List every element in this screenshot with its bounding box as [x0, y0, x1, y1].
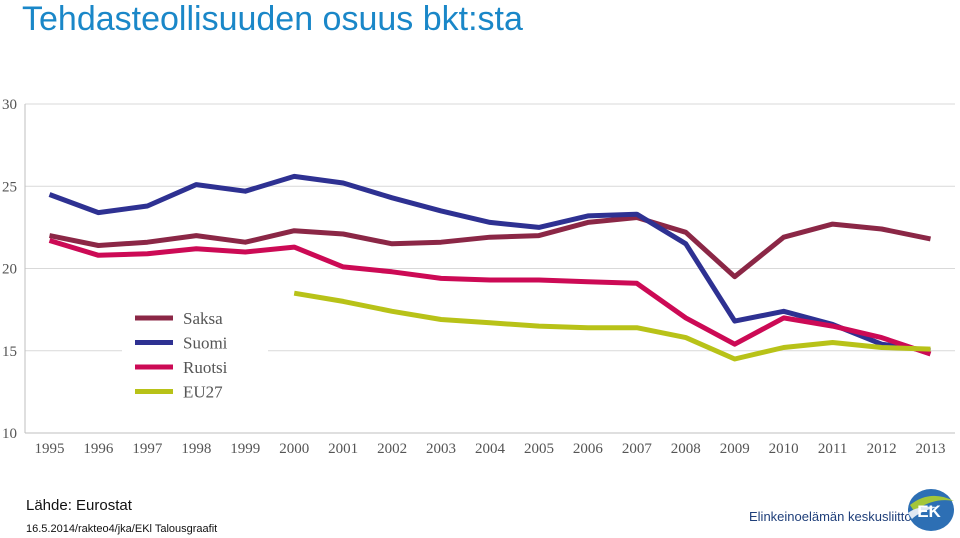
x-tick-label: 2004 — [475, 441, 506, 457]
x-tick-label: 1995 — [34, 441, 64, 457]
series-line-ruotsi — [48, 238, 932, 357]
logo-mark: EK — [917, 502, 941, 521]
legend-label-eu27: EU27 — [183, 383, 223, 402]
ek-logo-icon: EK — [908, 489, 954, 531]
x-tick-label: 2005 — [524, 441, 554, 457]
x-tick-label: 1999 — [230, 441, 260, 457]
y-tick-label: 25 — [2, 179, 17, 195]
x-tick-label: 2003 — [426, 441, 456, 457]
series-line-saksa — [49, 215, 931, 280]
footer-note: 16.5.2014/rakteo4/jka/EKl Talousgraafit — [26, 523, 218, 535]
y-tick-label: 15 — [2, 344, 17, 360]
x-tick-label: 1998 — [181, 441, 211, 457]
x-tick-label: 2012 — [867, 441, 897, 457]
y-tick-label: 30 — [2, 97, 17, 113]
x-tick-label: 2000 — [279, 441, 309, 457]
x-tick-label: 2007 — [622, 441, 653, 457]
organization-name: Elinkeinoelämän keskusliitto — [749, 509, 912, 524]
source-note: Lähde: Eurostat — [26, 497, 132, 514]
y-tick-label: 10 — [2, 426, 17, 442]
series-line-eu27 — [293, 290, 931, 362]
x-tick-label: 2011 — [818, 441, 847, 457]
x-tick-label: 2001 — [328, 441, 358, 457]
x-tick-label: 2009 — [720, 441, 750, 457]
x-tick-label: 2006 — [573, 441, 604, 457]
page-title: Tehdasteollisuuden osuus bkt:sta — [22, 0, 523, 38]
y-tick-label: 20 — [2, 262, 17, 278]
x-tick-label: 2013 — [916, 441, 946, 457]
x-tick-label: 1997 — [132, 441, 163, 457]
x-tick-label: 2008 — [671, 441, 701, 457]
series-line-suomi — [48, 173, 931, 354]
legend-label-saksa: Saksa — [183, 309, 223, 328]
legend-background — [122, 304, 268, 404]
legend-label-suomi: Suomi — [183, 334, 228, 353]
legend-label-ruotsi: Ruotsi — [183, 358, 228, 377]
x-tick-label: 2010 — [769, 441, 799, 457]
x-tick-label: 2002 — [377, 441, 407, 457]
x-tick-label: 1996 — [83, 441, 114, 457]
